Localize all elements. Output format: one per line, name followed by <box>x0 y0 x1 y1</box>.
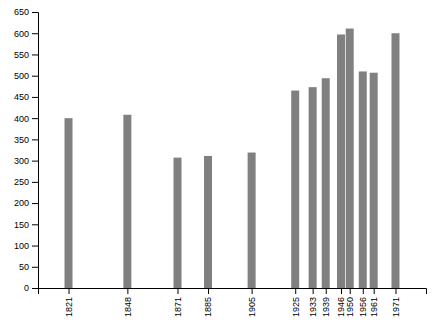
tick: 1950 <box>345 288 355 317</box>
bar <box>65 118 73 288</box>
bar <box>322 78 330 288</box>
tick-mark <box>326 288 327 294</box>
bar <box>337 35 345 288</box>
tick-label: 1821 <box>64 297 74 317</box>
tick-label: 300 <box>14 156 29 166</box>
tick-label: 150 <box>14 220 29 230</box>
bar <box>391 33 399 288</box>
tick-label: 650 <box>14 7 29 17</box>
tick-mark <box>32 12 38 13</box>
bar <box>370 73 378 288</box>
tick-mark <box>313 288 314 294</box>
tick-label: 550 <box>14 50 29 60</box>
tick: 600 <box>14 29 38 39</box>
tick: 350 <box>14 135 38 145</box>
tick-label: 1905 <box>247 297 257 317</box>
tick-mark <box>32 182 38 183</box>
tick-label: 1961 <box>369 297 379 317</box>
tick-label: 500 <box>14 71 29 81</box>
tick-mark <box>374 288 375 294</box>
chart: 1821184818711885190519251933193919461950… <box>0 0 440 330</box>
tick: 500 <box>14 71 38 81</box>
tick-mark <box>127 288 128 294</box>
tick: 0 <box>24 283 38 293</box>
bar <box>248 153 256 288</box>
bar <box>204 156 212 288</box>
tick-mark <box>32 118 38 119</box>
axis-line <box>32 13 39 289</box>
tick-label: 1956 <box>358 297 368 317</box>
tick-mark <box>32 97 38 98</box>
tick: 1971 <box>391 288 401 317</box>
tick-label: 200 <box>14 198 29 208</box>
tick-label: 600 <box>14 29 29 39</box>
tick: 1821 <box>64 288 74 317</box>
tick-mark <box>32 54 38 55</box>
tick-mark <box>32 139 38 140</box>
tick: 1961 <box>369 288 379 317</box>
tick-label: 100 <box>14 241 29 251</box>
bar <box>291 91 299 288</box>
tick-label: 1933 <box>308 297 318 317</box>
tick-label: 0 <box>24 283 29 293</box>
tick: 550 <box>14 50 38 60</box>
tick: 1905 <box>247 288 257 317</box>
bar <box>359 71 367 288</box>
tick: 1925 <box>291 288 301 317</box>
tick-mark <box>32 288 38 289</box>
y-axis: 0 50 100 150 200 250 300 350 400 450 500 550 600 650 <box>14 7 39 293</box>
tick-label: 1939 <box>321 297 331 317</box>
tick: 1939 <box>321 288 331 317</box>
tick: 1871 <box>173 288 183 317</box>
tick-label: 1885 <box>203 297 213 317</box>
tick-label: 1848 <box>123 297 133 317</box>
tick-mark <box>32 33 38 34</box>
bars <box>65 29 400 288</box>
tick-label: 1950 <box>345 297 355 317</box>
tick-mark <box>252 288 253 294</box>
bar <box>346 29 354 288</box>
tick: 300 <box>14 156 38 166</box>
plot: 1821184818711885190519251933193919461950… <box>14 7 427 317</box>
bar <box>174 158 182 288</box>
tick: 50 <box>19 262 38 272</box>
tick-label: 50 <box>19 262 29 272</box>
tick-mark <box>32 267 38 268</box>
tick-mark <box>32 246 38 247</box>
tick-mark <box>69 288 70 294</box>
tick: 400 <box>14 114 38 124</box>
tick: 1848 <box>123 288 133 317</box>
bar <box>123 115 131 288</box>
x-axis: 1821184818711885190519251933193919461950… <box>39 288 427 317</box>
tick-mark <box>32 76 38 77</box>
tick: 1933 <box>308 288 318 317</box>
tick-mark <box>32 203 38 204</box>
tick-mark <box>295 288 296 294</box>
tick-label: 450 <box>14 92 29 102</box>
tick-mark <box>341 288 342 294</box>
tick: 1885 <box>203 288 213 317</box>
tick-label: 350 <box>14 135 29 145</box>
tick-mark <box>208 288 209 294</box>
tick: 100 <box>14 241 38 251</box>
tick-mark <box>178 288 179 294</box>
axis-line <box>39 289 427 295</box>
tick-label: 250 <box>14 177 29 187</box>
tick-mark <box>395 288 396 294</box>
tick: 200 <box>14 198 38 208</box>
tick: 1956 <box>358 288 368 317</box>
tick-mark <box>350 288 351 294</box>
tick-label: 400 <box>14 114 29 124</box>
tick-mark <box>32 161 38 162</box>
tick-label: 1871 <box>173 297 183 317</box>
tick: 450 <box>14 92 38 102</box>
tick-mark <box>363 288 364 294</box>
tick: 250 <box>14 177 38 187</box>
tick-mark <box>32 224 38 225</box>
tick-label: 1971 <box>391 297 401 317</box>
tick-label: 1925 <box>291 297 301 317</box>
bar <box>309 87 317 288</box>
tick: 150 <box>14 220 38 230</box>
tick: 650 <box>14 7 38 17</box>
